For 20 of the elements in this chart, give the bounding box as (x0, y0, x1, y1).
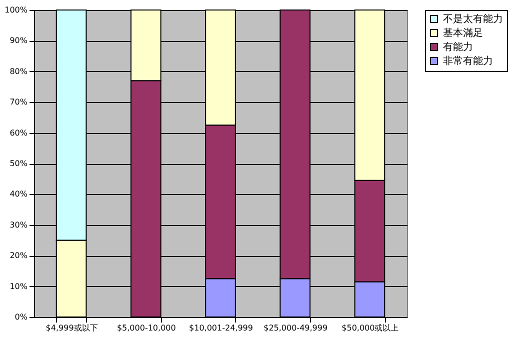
y-tick-label: 90% (10, 36, 28, 46)
y-tick-label: 60% (10, 128, 28, 138)
x-tick-label: $5,000-10,000 (116, 324, 176, 332)
y-tick-label: 80% (10, 66, 28, 76)
x-tick-label: $10,001-24,999 (189, 324, 253, 332)
legend-label: 基本滿足 (443, 27, 483, 39)
x-tick-label: $50,000或以上 (342, 324, 399, 332)
y-tick-label: 100% (4, 6, 28, 14)
x-tick-label: $25,000-49,999 (264, 324, 328, 332)
y-tick-label: 30% (10, 220, 28, 230)
y-tick-label: 0% (14, 312, 28, 322)
y-tick-label: 50% (10, 159, 28, 168)
legend-label: 有能力 (443, 41, 473, 53)
legend-label: 不是太有能力 (443, 13, 503, 25)
x-tick-label: $4,999或以下 (46, 324, 98, 332)
y-tick-label: 20% (10, 251, 28, 260)
y-tick-label: 10% (10, 282, 28, 291)
y-tick-label: 70% (10, 98, 28, 107)
legend-label: 非常有能力 (443, 55, 493, 67)
y-tick-label: 40% (10, 190, 28, 199)
